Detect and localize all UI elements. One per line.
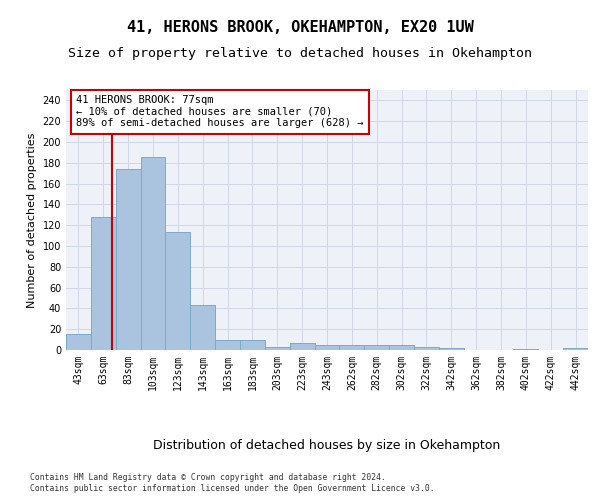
Bar — [140, 156, 166, 350]
X-axis label: Distribution of detached houses by size in Okehampton: Distribution of detached houses by size … — [154, 438, 500, 452]
Bar — [240, 340, 265, 350]
Bar — [439, 348, 464, 350]
Text: Size of property relative to detached houses in Okehampton: Size of property relative to detached ho… — [68, 48, 532, 60]
Bar — [290, 342, 314, 350]
Bar — [340, 345, 364, 350]
Bar — [514, 349, 538, 350]
Bar — [66, 334, 91, 350]
Text: 41, HERONS BROOK, OKEHAMPTON, EX20 1UW: 41, HERONS BROOK, OKEHAMPTON, EX20 1UW — [127, 20, 473, 35]
Bar — [389, 345, 414, 350]
Bar — [364, 345, 389, 350]
Bar — [215, 340, 240, 350]
Y-axis label: Number of detached properties: Number of detached properties — [27, 132, 37, 308]
Bar — [414, 347, 439, 350]
Text: Contains public sector information licensed under the Open Government Licence v3: Contains public sector information licen… — [30, 484, 434, 493]
Bar — [563, 348, 588, 350]
Bar — [190, 306, 215, 350]
Text: Contains HM Land Registry data © Crown copyright and database right 2024.: Contains HM Land Registry data © Crown c… — [30, 472, 386, 482]
Bar — [116, 169, 140, 350]
Bar — [91, 217, 116, 350]
Bar — [166, 232, 190, 350]
Bar — [265, 347, 290, 350]
Text: 41 HERONS BROOK: 77sqm
← 10% of detached houses are smaller (70)
89% of semi-det: 41 HERONS BROOK: 77sqm ← 10% of detached… — [76, 95, 364, 128]
Bar — [314, 345, 340, 350]
